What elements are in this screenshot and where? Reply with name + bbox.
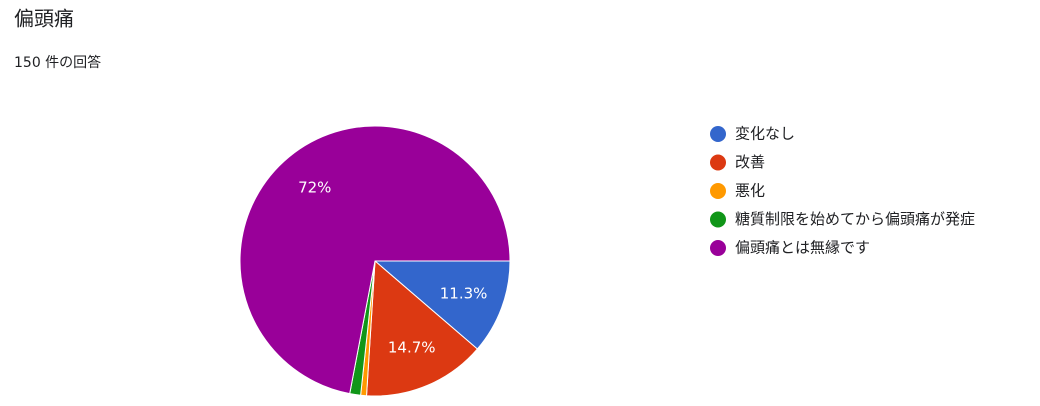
legend-label: 変化なし [735,125,795,143]
pie-slice [239,125,511,395]
chart-subtitle: 150 件の回答 [14,54,101,71]
legend-swatch [710,211,726,228]
pie-slice [365,259,479,397]
legend-label: 悪化 [735,182,765,200]
slice-label: 14.7% [388,339,436,357]
slice-label: 72% [298,179,331,197]
chart-title: 偏頭痛 [14,7,74,31]
slice-label: 11.3% [440,284,488,302]
legend-label: 糖質制限を始めてから偏頭痛が発症 [735,210,975,228]
pie-slice [373,260,511,350]
legend-swatch [710,240,726,256]
legend-swatch [710,183,726,199]
legend-label: 偏頭痛とは無縁です [735,239,870,257]
legend-label: 改善 [735,153,765,171]
legend-swatch [710,126,726,142]
legend-swatch [710,154,726,171]
